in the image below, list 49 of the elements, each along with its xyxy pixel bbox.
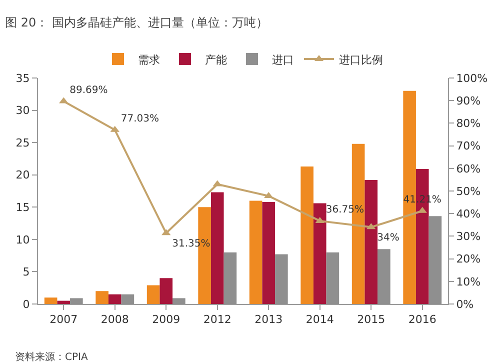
x-tick-label: 2008 [100,313,129,326]
x-tick-label: 2013 [254,313,283,326]
text: 资料来源：CPIA [15,351,88,362]
y2-tick-label: 30% [456,230,481,244]
y2-tick-label: 50% [456,184,481,198]
y2-tick-label: 100% [456,72,488,85]
bar [160,278,173,304]
bar [249,200,262,304]
y-tick-label: 0 [22,298,30,311]
x-tick-label: 2014 [306,313,334,326]
y-tick-label: 10 [16,233,30,246]
y2-tick-label: 20% [456,252,481,266]
x-tick-label: 2015 [357,313,386,326]
bar [44,298,58,304]
y2-tick-label: 90% [456,94,481,108]
legend-label: 进口 [272,53,294,66]
data-label: 77.03% [120,113,160,124]
y-tick-label: 20 [16,168,30,182]
x-tick-label: 2016 [408,313,436,326]
y2-tick-label: 40% [456,207,481,220]
y-tick-label: 30 [16,104,30,118]
bar [146,285,160,304]
y-tick-label: 15 [16,200,30,214]
y-tick-label: 35 [16,72,30,85]
x-tick-label: 2012 [203,313,232,326]
bar [57,300,70,304]
bar [262,202,276,304]
data-label: 89.69% [70,84,108,96]
data-label: 34% [377,232,400,244]
y-tick-label: 25 [16,136,30,150]
y-tick-label: 5 [22,266,30,279]
y2-tick-label: 0% [456,298,474,311]
legend-label: 产能 [205,53,227,66]
data-label: 41.21% [403,194,442,206]
bar [313,203,326,304]
y2-tick-label: 60% [456,162,481,176]
bar [300,166,314,304]
y2-tick-label: 70% [456,140,481,153]
x-tick-label: 2007 [50,313,78,326]
legend-label: 需求 [138,53,160,66]
bar [210,192,224,304]
chart-title: 图 20： 国内多晶硅产能、进口量（单位：万吨） [5,16,268,30]
bar [96,291,108,304]
bar [108,294,122,304]
y2-tick-label: 80% [456,117,481,130]
bar [364,180,378,304]
legend-label: 进口比例 [339,53,383,66]
y2-tick-label: 10% [456,275,481,288]
x-tick-label: 2009 [152,313,180,326]
